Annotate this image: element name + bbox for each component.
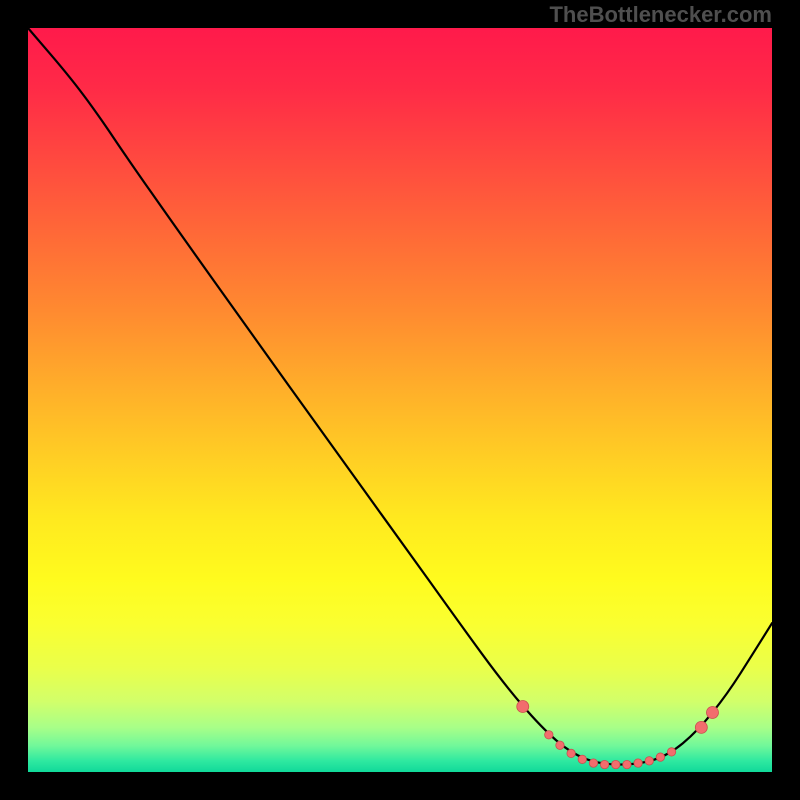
plot-area — [28, 28, 772, 772]
watermark-text: TheBottlenecker.com — [549, 2, 772, 28]
chart-container: TheBottlenecker.com — [0, 0, 800, 800]
gradient-background — [28, 28, 772, 772]
